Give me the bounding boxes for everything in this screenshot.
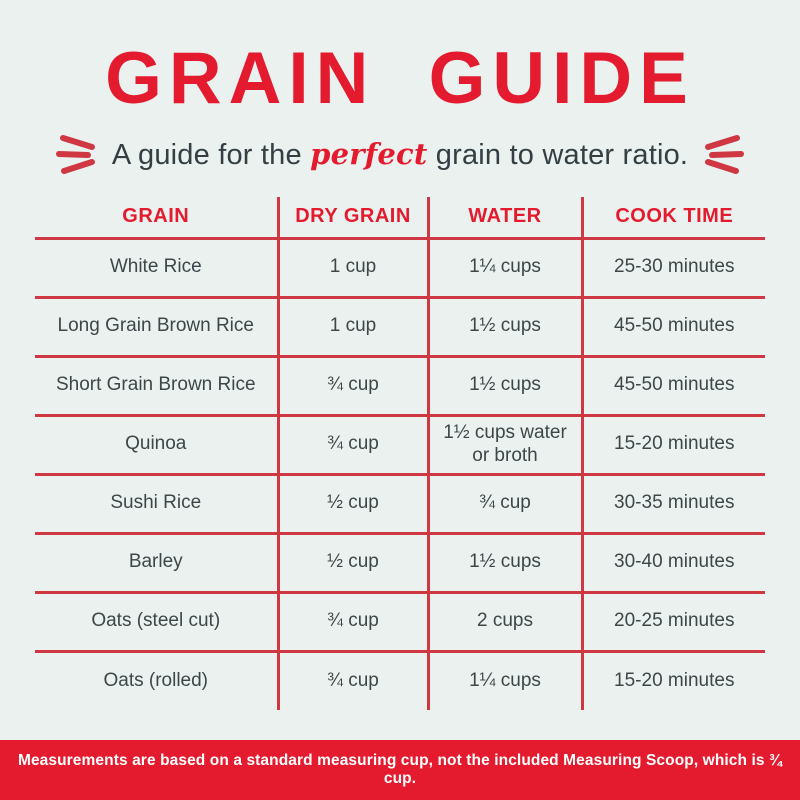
cell-cook-time: 30-35 minutes xyxy=(580,474,765,535)
column-header-dry-grain: DRY GRAIN xyxy=(276,197,428,240)
cell-dry-grain: ¾ cup xyxy=(276,415,428,476)
footer-note: Measurements are based on a standard mea… xyxy=(17,752,783,787)
footer-banner: Measurements are based on a standard mea… xyxy=(0,740,800,800)
grain-table-body: White Rice 1 cup 1¼ cups 25-30 minutes Long … xyxy=(35,238,765,710)
cell-dry-grain: ½ cup xyxy=(276,533,428,594)
cell-water: 1¼ cups xyxy=(426,651,582,710)
table-row: Short Grain Brown Rice ¾ cup 1½ cups 45-50 … xyxy=(35,356,765,417)
emphasis-burst-left-icon xyxy=(55,135,95,174)
table-row: Sushi Rice ½ cup ¾ cup 30-35 minutes xyxy=(35,474,765,535)
grain-ratio-table: GRAIN DRY GRAIN WATER COOK TIME White Ri… xyxy=(35,197,765,710)
cell-water: 2 cups xyxy=(426,592,582,653)
subtitle-row: A guide for the perfect grain to water r… xyxy=(0,128,800,180)
cell-grain: Long Grain Brown Rice xyxy=(35,297,278,358)
cell-grain: Short Grain Brown Rice xyxy=(35,356,278,417)
cell-grain: Oats (steel cut) xyxy=(35,592,278,653)
table-row: Barley ½ cup 1½ cups 30-40 minutes xyxy=(35,533,765,594)
cell-water: 1½ cups water or broth xyxy=(426,415,582,476)
table-row: Quinoa ¾ cup 1½ cups water or broth 15-20 m… xyxy=(35,415,765,476)
subtitle-text: A guide for the perfect grain to water r… xyxy=(112,137,688,172)
column-header-grain: GRAIN xyxy=(35,197,278,240)
cell-cook-time: 15-20 minutes xyxy=(580,415,765,476)
cell-cook-time: 30-40 minutes xyxy=(580,533,765,594)
cell-cook-time: 20-25 minutes xyxy=(580,592,765,653)
grain-table-header: GRAIN DRY GRAIN WATER COOK TIME xyxy=(35,197,765,240)
cell-dry-grain: ¾ cup xyxy=(276,592,428,653)
page-title: GRAIN GUIDE xyxy=(105,38,695,119)
cell-cook-time: 45-50 minutes xyxy=(580,297,765,358)
cell-dry-grain: ¾ cup xyxy=(276,356,428,417)
cell-dry-grain: ¾ cup xyxy=(276,651,428,710)
column-header-water: WATER xyxy=(426,197,582,240)
column-header-cook-time: COOK TIME xyxy=(580,197,765,240)
cell-water: 1½ cups xyxy=(426,297,582,358)
cell-water: 1¼ cups xyxy=(426,238,582,299)
cell-water: 1½ cups xyxy=(426,533,582,594)
table-row: Oats (steel cut) ¾ cup 2 cups 20-25 minutes xyxy=(35,592,765,653)
cell-grain: Oats (rolled) xyxy=(103,669,209,691)
cell-dry-grain: 1 cup xyxy=(276,297,428,358)
cell-dry-grain: ½ cup xyxy=(276,474,428,535)
cell-cook-time: 15-20 minutes xyxy=(580,651,765,710)
header-row: GRAIN DRY GRAIN WATER COOK TIME xyxy=(35,197,765,240)
subtitle-highlight: perfect xyxy=(310,136,428,171)
cell-grain: Quinoa xyxy=(35,415,278,476)
subtitle-suffix: grain to water ratio. xyxy=(427,138,689,171)
cell-water: ¾ cup xyxy=(426,474,582,535)
cell-dry-grain: 1 cup xyxy=(276,238,428,299)
table-row: White Rice 1 cup 1¼ cups 25-30 minutes xyxy=(35,238,765,299)
cell-grain: White Rice xyxy=(35,238,278,299)
cell-grain: Barley xyxy=(35,533,278,594)
table-row: Oats (rolled) ¾ cup 1¼ cups 15-20 minutes xyxy=(35,651,765,710)
cell-water: 1½ cups xyxy=(426,356,582,417)
subtitle-prefix: A guide for the xyxy=(111,138,311,171)
cell-cook-time: 25-30 minutes xyxy=(580,238,765,299)
emphasis-burst-right-icon xyxy=(705,135,745,174)
table-row: Long Grain Brown Rice 1 cup 1½ cups 45-50 m… xyxy=(35,297,765,358)
cell-grain: Sushi Rice xyxy=(35,474,278,535)
cell-cook-time: 45-50 minutes xyxy=(580,356,765,417)
